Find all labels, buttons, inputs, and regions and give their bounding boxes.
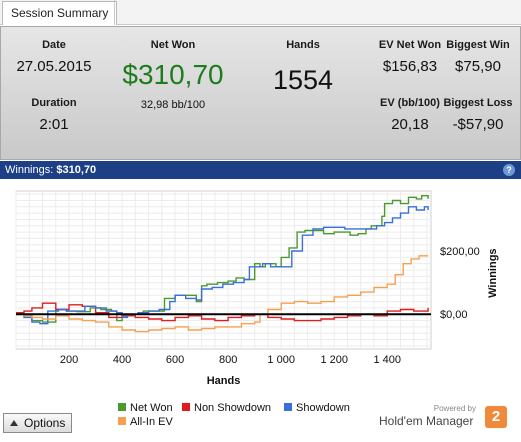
biggest-loss-value: -$57,90 — [452, 116, 504, 133]
x-tick-label: 800 — [219, 354, 237, 366]
ev-net-won-label: EV Net Won — [378, 39, 442, 51]
duration-label: Duration — [31, 97, 77, 109]
legend-item-showdown: Showdown — [284, 402, 350, 414]
help-icon[interactable]: ? — [503, 164, 515, 176]
date-value: 27.05.2015 — [16, 58, 92, 75]
series-line-all-in-ev — [16, 255, 429, 333]
chart-legend: Net Won Non Showdown Showdown All-In EV — [118, 402, 368, 432]
brand-name: Hold'em Manager — [379, 414, 474, 428]
y-tick-label: $200,00 — [440, 246, 480, 258]
legend-swatch — [284, 403, 292, 411]
session-summary-panel: Date 27.05.2015 Duration 2:01 Net Won $3… — [0, 26, 521, 160]
legend-label: All-In EV — [130, 416, 173, 428]
powered-by-text: Powered by — [433, 404, 476, 413]
legend-label: Non Showdown — [194, 402, 272, 414]
biggest-win-value: $75,90 — [455, 58, 501, 75]
options-label: Options — [24, 416, 66, 430]
legend-swatch — [118, 403, 126, 411]
biggest-win-label: Biggest Win — [446, 39, 510, 51]
winnings-title: Winnings: — [5, 164, 54, 176]
ev-bb100-value: 20,18 — [391, 116, 429, 133]
legend-label: Net Won — [130, 402, 173, 414]
duration-value: 2:01 — [39, 116, 69, 133]
x-tick-label: 200 — [60, 354, 78, 366]
tab-divider — [114, 0, 115, 25]
winnings-title-value: $310,70 — [56, 164, 97, 176]
x-tick-label: 1 200 — [320, 354, 348, 366]
hands-value: 1554 — [272, 65, 334, 95]
options-button[interactable]: Options — [3, 413, 72, 433]
x-tick-label: 1 400 — [373, 354, 401, 366]
net-won-value: $310,70 — [122, 59, 224, 90]
winnings-header: Winnings: $310,70 ? — [0, 161, 521, 179]
x-tick-label: 400 — [113, 354, 131, 366]
bb100-value: 32,98 bb/100 — [140, 99, 206, 111]
ev-bb100-label: EV (bb/100) — [380, 97, 440, 109]
net-won-label: Net Won — [150, 39, 196, 51]
triangle-up-icon — [10, 420, 18, 426]
holdem-manager-logo: Powered by Hold'em Manager 2 — [379, 404, 509, 432]
x-tick-label: 600 — [166, 354, 184, 366]
legend-item-net-won: Net Won — [118, 402, 173, 414]
tab-bar: Session Summary — [0, 0, 521, 25]
winnings-chart-svg: 200 400 600 800 1 000 1 200 1 400 $0,00 $200,00 H… — [15, 190, 499, 387]
x-tick-label: 1 000 — [267, 354, 295, 366]
legend-swatch — [118, 417, 126, 425]
biggest-loss-label: Biggest Loss — [443, 97, 513, 109]
tab-session-summary[interactable]: Session Summary — [2, 1, 118, 25]
hands-label: Hands — [286, 39, 320, 51]
legend-label: Showdown — [296, 402, 350, 414]
x-axis-title: Hands — [207, 375, 241, 387]
legend-item-non-showdown: Non Showdown — [182, 402, 271, 414]
y-tick-label: $0,00 — [440, 309, 468, 321]
date-label: Date — [42, 39, 66, 51]
legend-item-all-in-ev: All-In EV — [118, 416, 173, 428]
ev-net-won-value: $156,83 — [382, 58, 438, 75]
hm2-logo-icon: 2 — [485, 406, 507, 428]
winnings-chart: 200 400 600 800 1 000 1 200 1 400 $0,00 $200,00 H… — [0, 179, 521, 442]
legend-swatch — [182, 403, 190, 411]
y-axis-title: Winnings — [487, 248, 499, 297]
series-line-showdown — [16, 206, 429, 325]
